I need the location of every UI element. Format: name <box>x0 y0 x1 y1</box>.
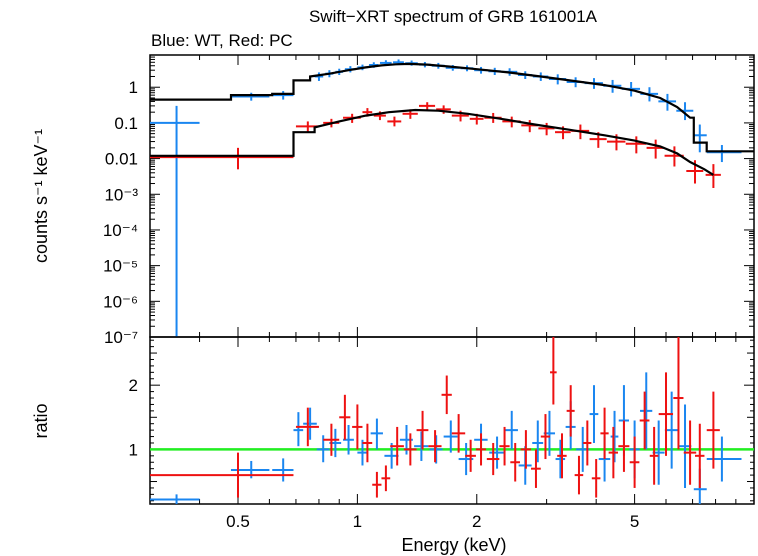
ratio-panel: 1 2 0.5 1 2 5 <box>129 336 755 531</box>
pc-data-point <box>646 139 665 159</box>
x-tick-label: 1 <box>353 512 362 531</box>
wt-data-point <box>293 412 304 447</box>
x-axis-label: Energy (keV) <box>401 535 506 555</box>
wt-data-point <box>370 418 383 450</box>
pc-data-point <box>695 423 705 488</box>
wt-data-point <box>414 431 429 461</box>
pc-data-point <box>540 414 551 460</box>
pc-data-point <box>499 426 510 466</box>
y-axis-label-ratio: ratio <box>31 403 51 438</box>
y-tick-label: 0.1 <box>114 114 138 133</box>
pc-data-point <box>583 420 592 466</box>
wt-data-point <box>443 420 458 453</box>
pc-data-point <box>150 452 294 498</box>
y-tick-label: 2 <box>129 376 138 395</box>
wt-data-point <box>706 436 742 482</box>
pc-data-point <box>566 385 575 437</box>
pc-data-point <box>683 420 697 485</box>
y-tick-label: 10⁻⁷ <box>104 328 138 347</box>
wt-data-point <box>676 102 694 121</box>
pc-data-point <box>475 433 486 466</box>
plot-frame <box>149 336 755 505</box>
spectrum-panel: 1 0.1 0.01 10⁻³ 10⁻⁴ 10⁻⁵ 10⁻⁶ 10⁻⁷ <box>103 54 755 347</box>
y-tick-label: 1 <box>129 440 138 459</box>
x-tick-label: 0.5 <box>226 512 250 531</box>
chart-title: Swift−XRT spectrum of GRB 161001A <box>309 7 598 26</box>
wt-data-point <box>230 92 270 101</box>
pc-data-point <box>706 391 720 469</box>
pc-data-point <box>372 471 382 498</box>
wt-data-point <box>589 385 599 443</box>
wt-data-point <box>610 410 619 463</box>
pc-data-point <box>295 407 319 447</box>
wt-data-point <box>489 436 505 469</box>
pc-data-point <box>339 394 351 440</box>
pc-data-point <box>538 122 555 136</box>
pc-data-point <box>520 430 532 469</box>
pc-data-point <box>403 433 417 466</box>
pc-data-point <box>436 105 451 114</box>
pc-data-point <box>591 459 601 498</box>
pc-data-point <box>441 375 452 415</box>
y-axis-label-counts: counts s⁻¹ keV⁻¹ <box>31 129 51 263</box>
wt-data-point <box>693 124 707 153</box>
pc-data-point <box>352 404 363 450</box>
pc-data-point <box>531 449 541 488</box>
wt-data-point <box>303 407 317 440</box>
pc-data-point <box>465 439 476 472</box>
pc-data-point <box>618 420 630 472</box>
pc-data-point <box>510 442 520 482</box>
pc-data-point <box>649 426 659 485</box>
pc-data-point <box>451 414 466 453</box>
pc-data-point <box>574 455 584 495</box>
pc-data-point <box>658 372 674 456</box>
model-line-model-wt <box>150 62 754 153</box>
y-tick-label: 1 <box>129 78 138 97</box>
wt-data-point <box>357 439 368 466</box>
pc-data-point <box>150 147 294 170</box>
wt-data-point <box>706 145 742 163</box>
wt-data-point <box>272 91 294 100</box>
pc-data-point <box>673 337 684 450</box>
pc-data-point <box>323 423 340 456</box>
pc-data-point <box>629 436 640 488</box>
wt-data-point <box>664 391 679 469</box>
y-tick-label: 0.01 <box>105 150 138 169</box>
pc-data-point <box>608 426 618 479</box>
pc-data-point <box>557 433 567 479</box>
x-tick-label: 2 <box>472 512 481 531</box>
wt-data-point <box>505 410 518 450</box>
wt-data-point <box>150 105 200 337</box>
model-line-model-pc <box>150 108 714 176</box>
pc-data-point <box>486 442 500 476</box>
pc-data-point <box>381 465 391 492</box>
pc-data-point <box>705 164 721 188</box>
chart-subtitle: Blue: WT, Red: PC <box>151 31 293 50</box>
pc-data-point <box>625 136 647 154</box>
pc-data-point <box>639 391 650 450</box>
wt-data-point <box>532 420 544 463</box>
x-tick-label: 5 <box>630 512 639 531</box>
y-tick-label: 10⁻⁶ <box>103 292 138 311</box>
pc-data-point <box>362 423 373 463</box>
pc-data-point <box>416 410 429 450</box>
y-tick-label: 10⁻³ <box>104 185 138 204</box>
y-tick-label: 10⁻⁵ <box>103 257 138 276</box>
y-tick-label: 10⁻⁴ <box>103 221 138 240</box>
wt-data-point <box>272 458 294 482</box>
wt-data-point <box>555 439 566 479</box>
pc-data-point <box>390 426 404 466</box>
wt-data-point <box>640 372 653 450</box>
pc-data-point <box>428 430 442 463</box>
wt-data-point <box>150 494 200 504</box>
pc-data-point <box>600 407 609 460</box>
pc-data-point <box>550 337 557 405</box>
pc-data-point <box>387 116 402 127</box>
